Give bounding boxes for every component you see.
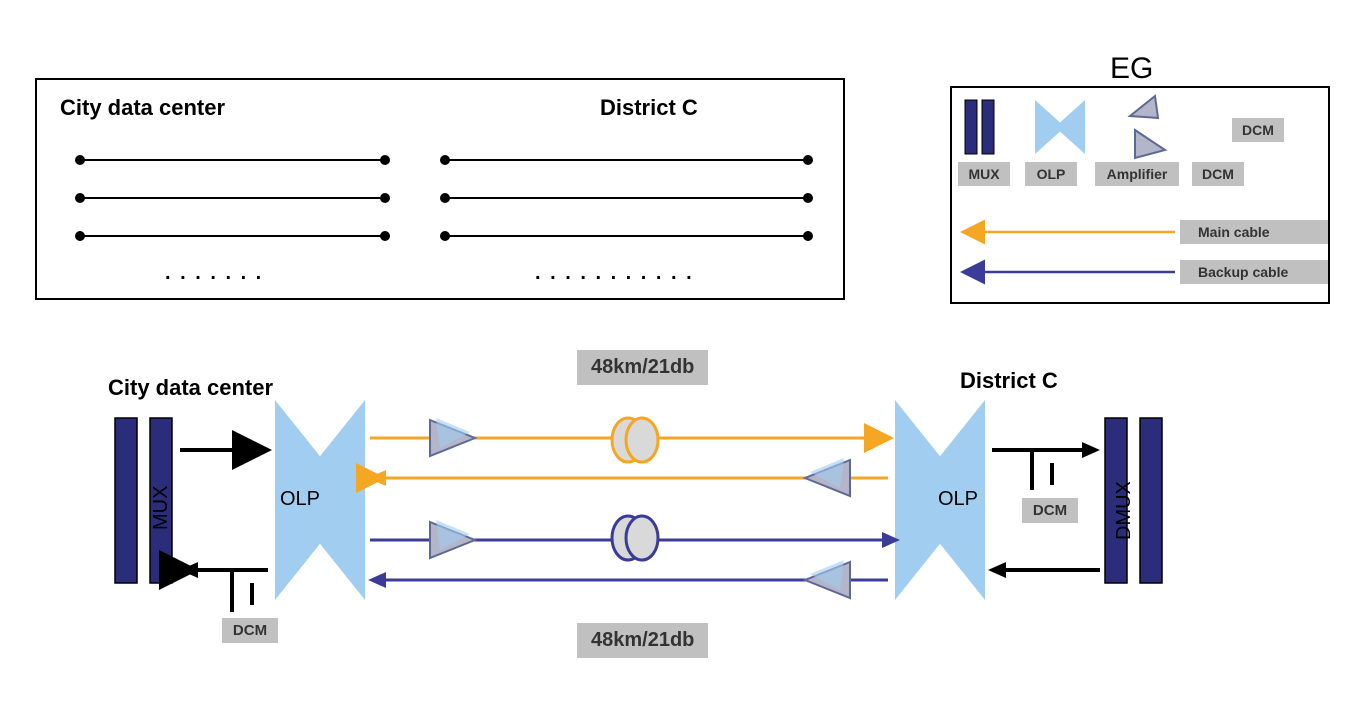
- fiber-loop-main: [612, 418, 658, 462]
- fiber-loop-backup: [612, 516, 658, 560]
- dcm-left-label: DCM: [222, 618, 278, 643]
- amp-backup-return: [805, 560, 850, 598]
- dmux-vertical-label: DMUX: [1113, 481, 1136, 540]
- amp-main-forward: [430, 418, 475, 456]
- mux-vertical-label: MUX: [150, 486, 173, 530]
- olp-left-label: OLP: [280, 488, 320, 511]
- dcm-right-label: DCM: [1022, 498, 1078, 523]
- olp-right-label: OLP: [938, 488, 978, 511]
- amp-backup-forward: [430, 520, 475, 558]
- amp-main-return: [805, 458, 850, 496]
